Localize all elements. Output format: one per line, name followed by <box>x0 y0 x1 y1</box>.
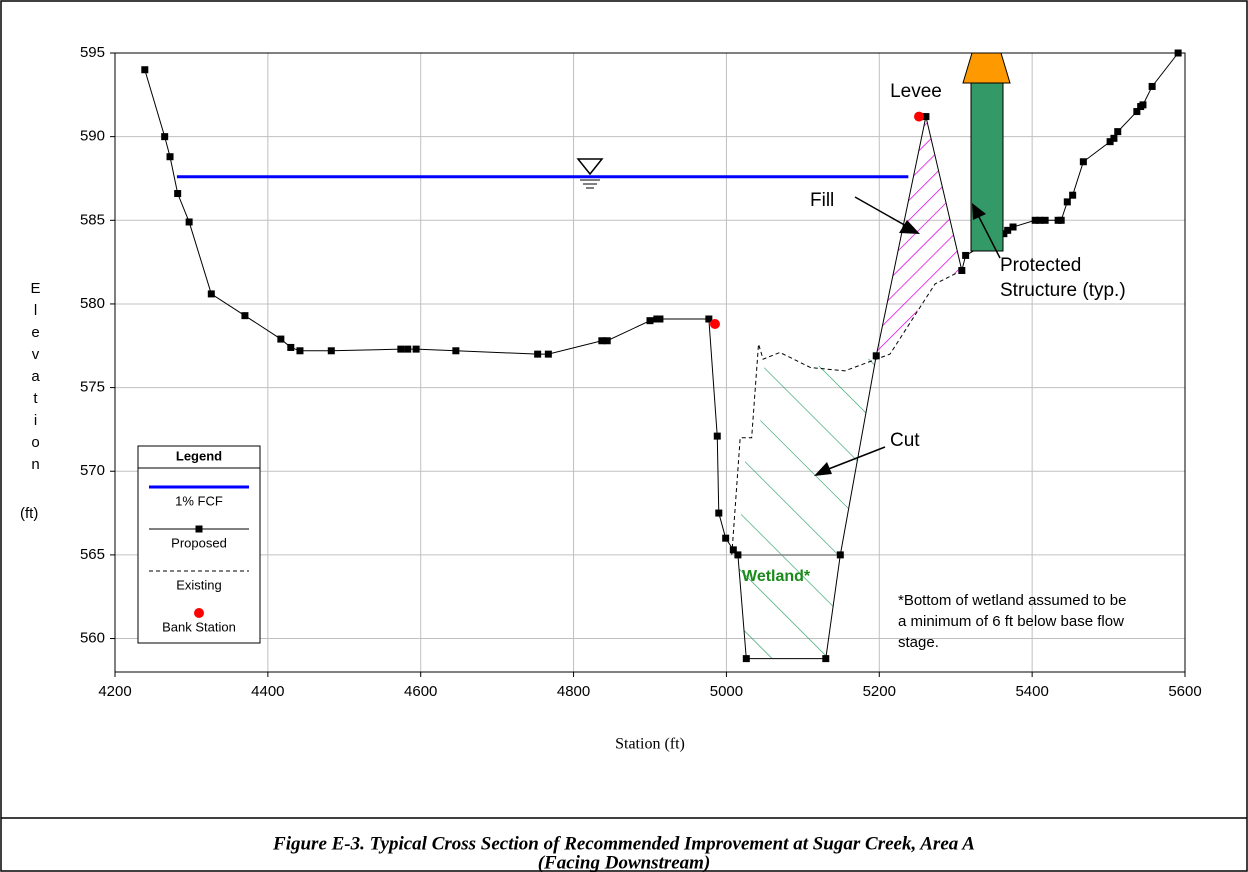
caption: Figure E-3. Typical Cross Section of Rec… <box>272 833 975 854</box>
marker <box>397 346 404 353</box>
marker <box>328 347 335 354</box>
marker <box>174 190 181 197</box>
x-tick-label: 4800 <box>557 683 590 700</box>
chart: 560 565 570 575 580 585 590 595 4200 4400 4600 4800… <box>0 0 1248 872</box>
x-tick-label: 5600 <box>1168 683 1201 700</box>
marker <box>822 655 829 662</box>
annotation: Cut <box>890 430 920 451</box>
marker <box>1042 217 1049 224</box>
fill-region <box>876 117 962 355</box>
marker <box>837 551 844 558</box>
marker <box>962 252 969 259</box>
y-tick-label: 580 <box>80 295 105 312</box>
water-symbol <box>578 159 602 174</box>
marker <box>1080 158 1087 165</box>
marker <box>1064 198 1071 205</box>
marker <box>1110 135 1117 142</box>
marker <box>1058 217 1065 224</box>
x-tick-label: 5000 <box>710 683 743 700</box>
marker <box>296 347 303 354</box>
x-tick-label: 4600 <box>404 683 437 700</box>
annotation: Protected <box>1000 255 1081 276</box>
x-tick-label: 5400 <box>1015 683 1048 700</box>
y-tick-label: 575 <box>80 379 105 396</box>
legend-title: Legend <box>176 448 222 463</box>
page: 560 565 570 575 580 585 590 595 4200 4400 4600 4800… <box>0 0 1248 872</box>
marker <box>647 317 654 324</box>
x-tick-label: 4400 <box>251 683 284 700</box>
marker <box>287 344 294 351</box>
legend-label: 1% FCF <box>175 493 223 508</box>
marker <box>277 336 284 343</box>
marker <box>534 351 541 358</box>
x-tick-label: 4200 <box>98 683 131 700</box>
marker <box>914 112 924 122</box>
marker <box>1175 50 1182 57</box>
marker <box>714 433 721 440</box>
annotation: Wetland* <box>742 568 811 585</box>
marker <box>1149 83 1156 90</box>
plot-border <box>115 53 1185 672</box>
annotation: Fill <box>810 190 834 211</box>
y-tick-label: 595 <box>80 44 105 61</box>
marker <box>161 133 168 140</box>
structure-roof <box>963 53 1010 83</box>
y-axis-unit: (ft) <box>20 505 38 522</box>
note: stage. <box>898 634 939 651</box>
marker <box>545 351 552 358</box>
cut-region <box>738 344 876 658</box>
marker <box>208 290 215 297</box>
marker <box>186 218 193 225</box>
marker <box>167 153 174 160</box>
legend-label: Proposed <box>171 535 227 550</box>
marker <box>715 510 722 517</box>
y-tick-label: 590 <box>80 128 105 145</box>
x-axis-label: Station (ft) <box>615 736 685 753</box>
marker <box>404 346 411 353</box>
y-axis-label: Elevation <box>27 280 44 478</box>
legend-label: Existing <box>176 577 222 592</box>
marker <box>194 608 204 618</box>
annotation: Levee <box>890 81 942 102</box>
marker <box>1010 223 1017 230</box>
marker <box>743 655 750 662</box>
marker <box>734 551 741 558</box>
protected-structure <box>971 83 1003 251</box>
series-line <box>145 53 1178 659</box>
marker <box>413 346 420 353</box>
note: *Bottom of wetland assumed to be <box>898 592 1126 609</box>
marker <box>656 316 663 323</box>
note: a minimum of 6 ft below base flow <box>898 613 1124 630</box>
y-tick-label: 585 <box>80 211 105 228</box>
marker <box>141 66 148 73</box>
legend-label: Bank Station <box>162 619 236 634</box>
marker <box>1069 192 1076 199</box>
marker <box>722 535 729 542</box>
x-tick-label: 5200 <box>863 683 896 700</box>
marker <box>196 526 203 533</box>
marker <box>241 312 248 319</box>
y-tick-label: 565 <box>80 546 105 563</box>
y-tick-label: 570 <box>80 462 105 479</box>
y-tick-label: 560 <box>80 630 105 647</box>
arrow <box>855 197 908 227</box>
marker <box>452 347 459 354</box>
marker <box>710 319 720 329</box>
marker <box>873 352 880 359</box>
caption: (Facing Downstream) <box>538 852 711 872</box>
marker <box>1139 101 1146 108</box>
annotation: Structure (typ.) <box>1000 280 1126 301</box>
marker <box>604 337 611 344</box>
marker <box>1114 128 1121 135</box>
